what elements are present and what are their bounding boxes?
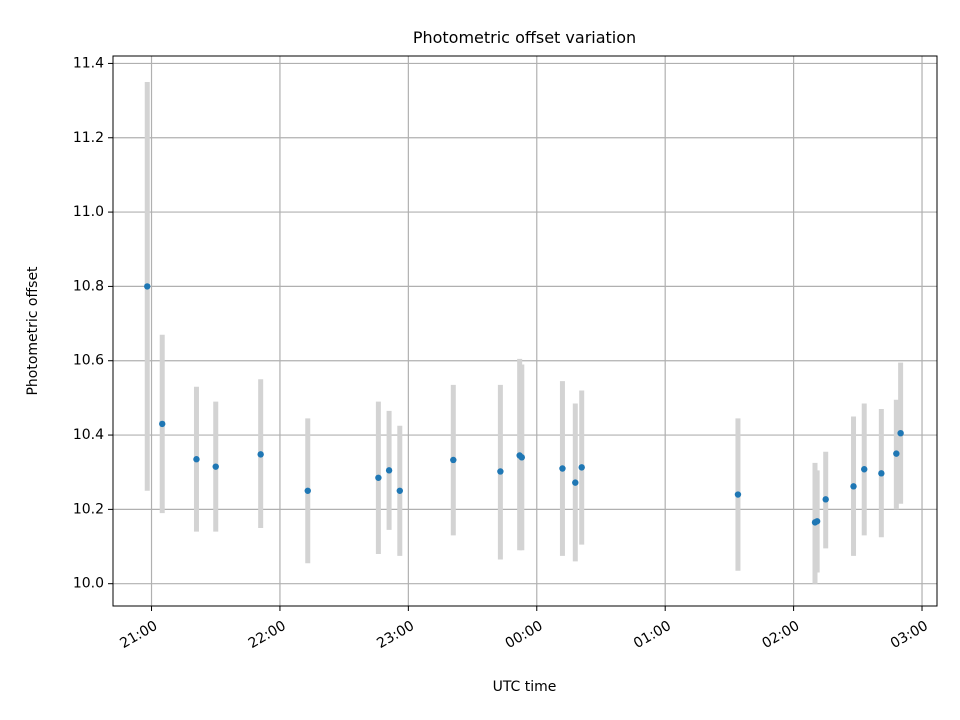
y-axis-label: Photometric offset <box>25 266 41 396</box>
y-tick-label: 10.4 <box>73 427 104 443</box>
y-tick-label: 11.2 <box>73 130 104 146</box>
data-point <box>850 483 857 490</box>
plot-area <box>113 56 937 606</box>
data-point <box>518 454 525 461</box>
data-point <box>144 283 151 290</box>
grid <box>113 56 937 606</box>
data-point <box>497 468 504 475</box>
data-point <box>304 487 311 494</box>
data-point <box>396 487 403 494</box>
data-point <box>813 518 821 525</box>
y-tick-label: 10.6 <box>73 353 104 369</box>
y-tick-label: 10.0 <box>73 576 104 592</box>
data-point <box>257 451 264 458</box>
plot-frame <box>112 55 938 607</box>
data-point <box>822 496 829 503</box>
y-tick-label: 10.8 <box>73 278 104 294</box>
data-point <box>193 456 200 463</box>
x-axis-label: UTC time <box>493 679 557 695</box>
y-axis: 10.0 10.2 10.4 10.6 10.8 11.0 11.2 11.4 <box>73 55 113 592</box>
data-point <box>578 464 585 471</box>
chart-title: Photometric offset variation <box>413 28 636 47</box>
data-point <box>375 474 382 481</box>
y-tick-label: 11.4 <box>73 55 104 71</box>
data-point <box>878 470 885 477</box>
data-point <box>897 429 904 437</box>
data-point <box>450 456 457 464</box>
y-tick-label: 11.0 <box>73 204 104 220</box>
data-points <box>144 283 904 526</box>
data-point <box>893 450 900 457</box>
data-point <box>385 467 393 474</box>
data-point <box>861 466 868 473</box>
data-point <box>159 420 166 428</box>
y-tick-label: 10.2 <box>73 501 104 517</box>
data-point <box>734 491 742 498</box>
data-point <box>572 479 579 486</box>
data-point <box>212 463 219 470</box>
data-point <box>559 465 566 472</box>
